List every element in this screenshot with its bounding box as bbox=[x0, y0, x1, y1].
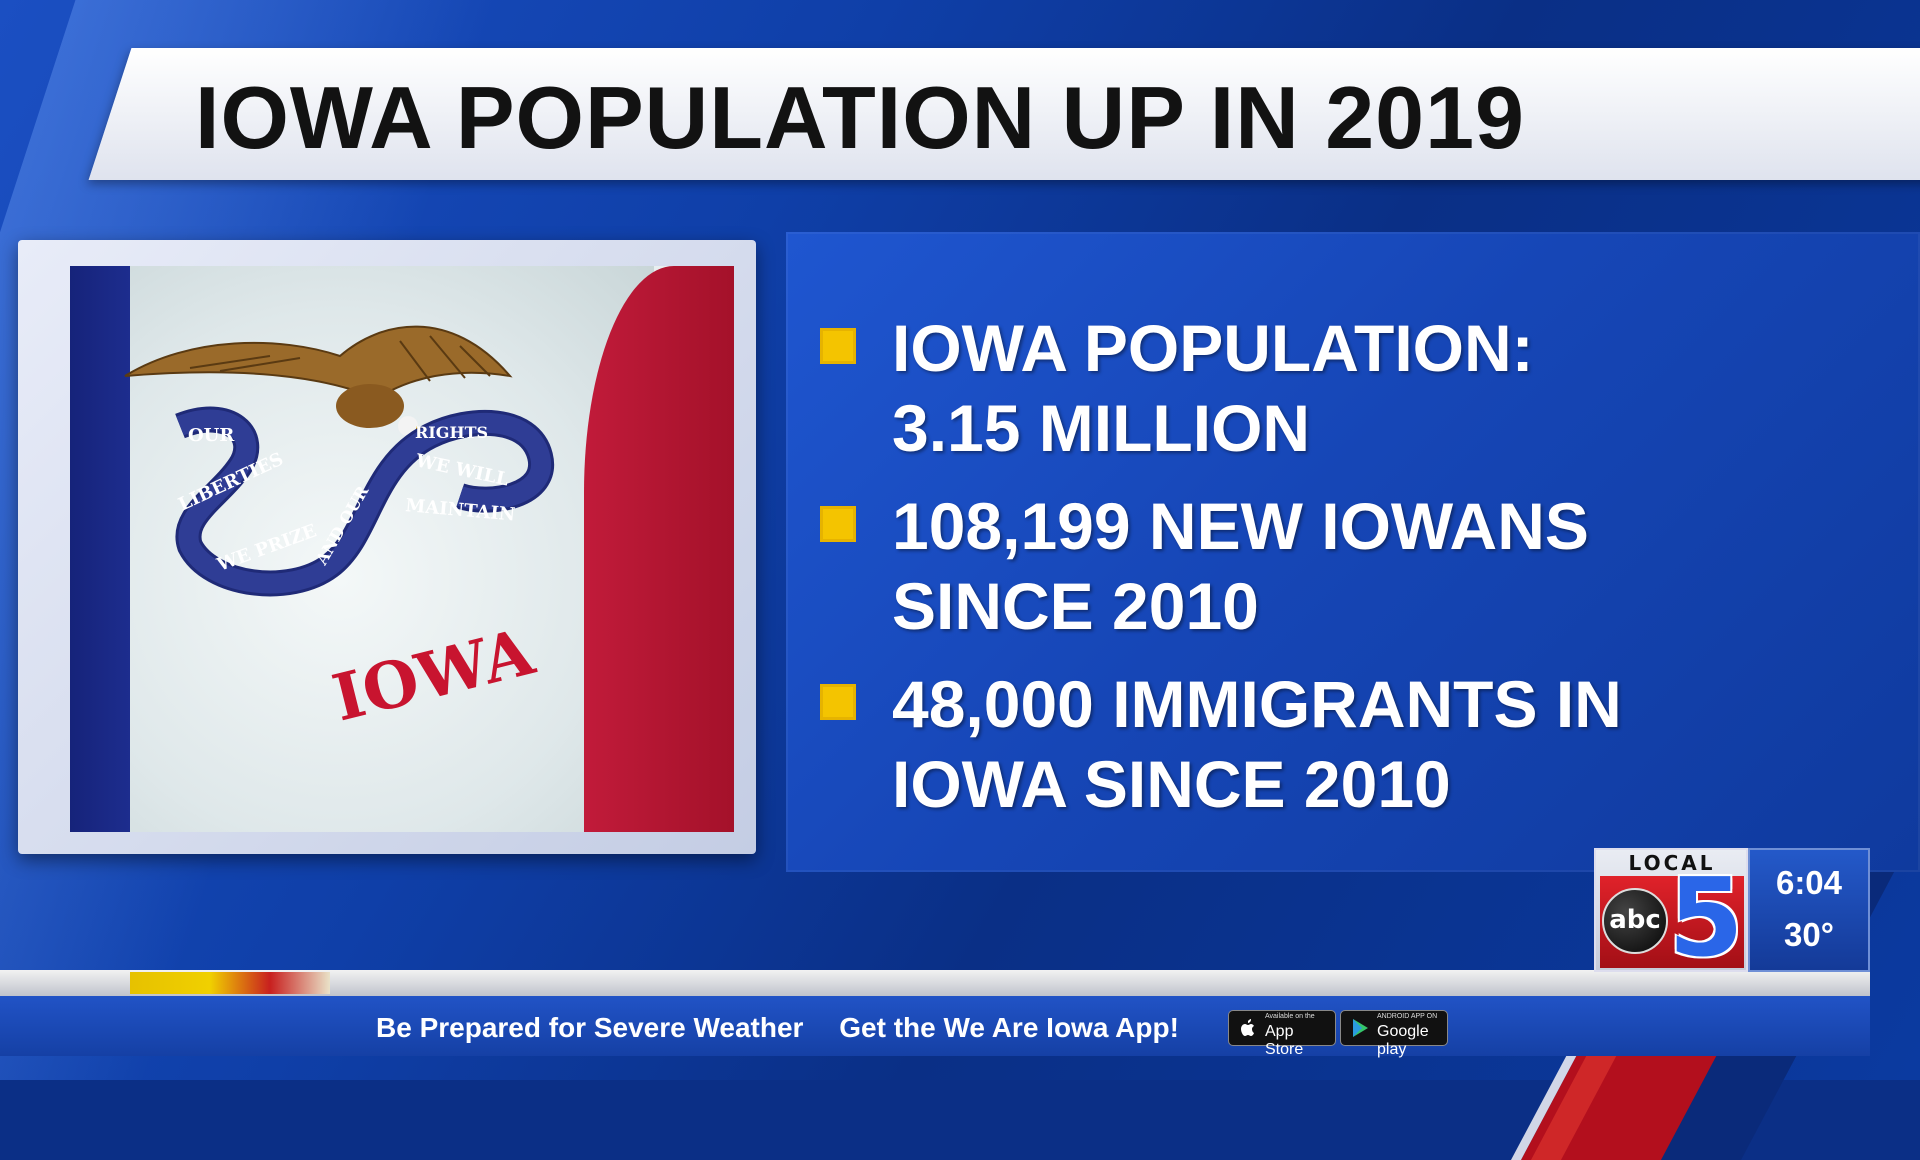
app-store-label: App Store bbox=[1265, 1023, 1304, 1058]
bullet-text: SINCE 2010 bbox=[892, 569, 1259, 643]
ribbon-text: RIGHTS bbox=[415, 423, 488, 442]
info-panel bbox=[786, 232, 1920, 872]
news-ticker bbox=[0, 996, 1870, 1056]
time-temp-box: 6:04 30° bbox=[1748, 848, 1870, 972]
channel-number: 5 bbox=[1668, 856, 1744, 981]
bullet-square-icon bbox=[820, 684, 856, 720]
bullet-text: IOWA SINCE 2010 bbox=[892, 747, 1451, 821]
bullet-square-icon bbox=[820, 328, 856, 364]
ticker-message: Be Prepared for Severe Weather bbox=[376, 1012, 804, 1043]
google-play-badge: ANDROID APP ON Google play bbox=[1340, 1010, 1448, 1058]
bullet-square-icon bbox=[820, 506, 856, 542]
bullet-text: 108,199 NEW IOWANS bbox=[892, 489, 1589, 563]
iowa-flag-image: OUR LIBERTIES WE PRIZE AND OUR RIGHTS WE… bbox=[70, 266, 734, 832]
bullet-text: 3.15 MILLION bbox=[892, 391, 1311, 465]
flag-red-stripe bbox=[584, 266, 734, 832]
station-bug: LOCAL 5 abc 6:04 30° bbox=[1594, 848, 1870, 981]
flag-blue-stripe bbox=[70, 266, 130, 832]
ticker-flag-strip bbox=[130, 972, 330, 994]
bullet-text: IOWA POPULATION: bbox=[892, 311, 1534, 385]
station-logo: LOCAL 5 abc bbox=[1594, 848, 1748, 981]
google-play-label: Google play bbox=[1377, 1023, 1429, 1058]
app-store-badge: Available on the App Store bbox=[1228, 1010, 1336, 1058]
ticker-message: Get the We Are Iowa App! bbox=[839, 1012, 1179, 1043]
abc-logo: abc bbox=[1602, 888, 1668, 954]
page-title: IOWA POPULATION UP IN 2019 bbox=[195, 68, 1525, 167]
app-store-small-text: Available on the bbox=[1265, 1013, 1315, 1020]
ribbon-text: OUR bbox=[188, 425, 235, 446]
eagle-icon: OUR LIBERTIES WE PRIZE AND OUR RIGHTS WE… bbox=[124, 325, 555, 737]
play-icon bbox=[1353, 1019, 1368, 1037]
bullet-text: 48,000 IMMIGRANTS IN bbox=[892, 667, 1622, 741]
ribbon-text: WE WILL bbox=[413, 450, 511, 490]
clock-time: 6:04 bbox=[1775, 864, 1843, 901]
flag-iowa-text: IOWA bbox=[326, 614, 543, 736]
google-play-small-text: ANDROID APP ON bbox=[1377, 1013, 1438, 1020]
ticker-text: Be Prepared for Severe Weather Get the W… bbox=[376, 1008, 1207, 1048]
temperature: 30° bbox=[1784, 916, 1834, 953]
station-local-label: LOCAL bbox=[1628, 851, 1716, 875]
apple-icon bbox=[1241, 1019, 1254, 1036]
